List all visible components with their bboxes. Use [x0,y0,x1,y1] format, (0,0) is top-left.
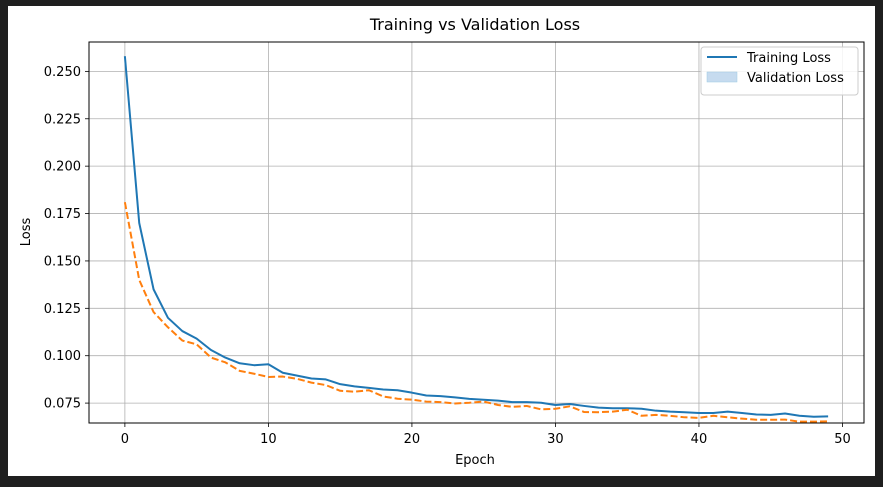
y-tick-label: 0.100 [44,349,81,364]
y-tick-label: 0.200 [44,160,81,175]
x-tick-label: 10 [260,432,277,447]
y-tick-label: 0.150 [44,254,81,269]
y-tick-label: 0.250 [44,65,81,80]
legend-box [700,46,859,96]
legend-label-training-loss: Training Loss [746,51,831,66]
chart-figure: 0 10 20 30 40 50 0.075 0.100 0.125 0.150 0.175 0.20… [8,6,875,476]
y-tick-label: 0.225 [44,112,81,127]
series-line-validation-loss [123,201,829,423]
x-tick-label: 0 [121,432,129,447]
legend-marker-validation-loss [706,71,738,83]
x-tick-label: 50 [834,432,851,447]
y-tick-label: 0.175 [44,207,81,222]
y-tick-label: 0.125 [44,302,81,317]
chart-svg: 0 10 20 30 40 50 0.075 0.100 0.125 0.150 0.175 0.20… [19,15,865,468]
legend: Training Loss Validation Loss [700,46,859,96]
x-tick-label: 40 [691,432,708,447]
plot-frame [88,41,865,424]
x-tick-label: 20 [404,432,421,447]
x-tick-label: 30 [547,432,564,447]
chart-title: Training vs Validation Loss [369,15,580,34]
grid-layer [89,42,864,423]
ticks-layer: 0 10 20 30 40 50 0.075 0.100 0.125 0.150 0.175 0.20… [44,65,851,447]
y-tick-label: 0.075 [44,397,81,412]
y-axis-label: Loss [19,218,34,247]
series-layer [123,56,829,423]
series-line-training-loss [123,56,829,418]
x-axis-label: Epoch [455,453,495,468]
legend-label-validation-loss: Validation Loss [747,71,844,86]
